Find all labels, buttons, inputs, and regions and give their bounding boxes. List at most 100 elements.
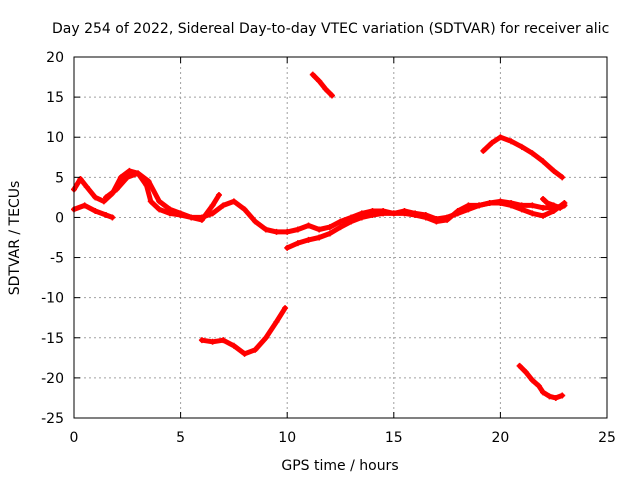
data-point xyxy=(166,206,173,213)
data-point xyxy=(284,228,291,235)
data-point xyxy=(465,202,472,209)
y-tick-label: -20 xyxy=(41,371,64,387)
data-point xyxy=(156,198,163,205)
data-point xyxy=(156,206,163,213)
data-point xyxy=(540,212,547,219)
data-point xyxy=(294,240,301,247)
series-arc-e xyxy=(310,72,335,98)
data-point xyxy=(230,198,237,205)
data-point xyxy=(401,210,408,217)
data-point xyxy=(488,139,495,146)
data-point xyxy=(550,202,557,209)
data-point xyxy=(559,392,566,399)
data-point xyxy=(529,150,536,157)
data-point xyxy=(550,167,557,174)
data-point xyxy=(518,206,525,213)
data-point xyxy=(529,210,536,217)
data-point xyxy=(540,195,547,202)
data-point xyxy=(117,174,124,181)
data-point xyxy=(316,226,323,233)
data-point xyxy=(273,228,280,235)
data-point xyxy=(198,337,205,344)
data-point xyxy=(252,346,259,353)
data-point xyxy=(188,214,195,221)
data-point xyxy=(262,334,269,341)
data-point xyxy=(262,226,269,233)
data-point xyxy=(230,342,237,349)
data-point xyxy=(294,226,301,233)
data-point xyxy=(92,194,99,201)
data-point xyxy=(540,158,547,165)
x-tick-label: 25 xyxy=(598,430,616,446)
data-point xyxy=(337,218,344,225)
data-point xyxy=(422,214,429,221)
data-point xyxy=(100,198,107,205)
data-point xyxy=(209,338,216,345)
y-tick-label: -10 xyxy=(41,291,64,307)
axis-ticks: 0 5 10 15 20 25 -25 -20 -15 -10 -5 0 5 10 15 20 xyxy=(41,50,616,446)
data-point xyxy=(83,183,90,190)
data-point xyxy=(241,350,248,357)
data-point xyxy=(215,191,222,198)
data-point xyxy=(497,200,504,207)
data-point xyxy=(305,222,312,229)
data-point xyxy=(516,362,523,369)
data-point xyxy=(559,174,566,181)
series-arc-g xyxy=(480,134,565,180)
data-point xyxy=(316,78,323,85)
data-point xyxy=(322,86,329,93)
data-point xyxy=(309,71,316,78)
data-point xyxy=(561,202,568,209)
data-point xyxy=(124,174,131,181)
data-point xyxy=(412,212,419,219)
data-point xyxy=(328,92,335,99)
data-point xyxy=(518,143,525,150)
data-point xyxy=(282,305,289,312)
x-tick-label: 15 xyxy=(385,430,403,446)
y-tick-label: 5 xyxy=(55,170,64,186)
data-point xyxy=(109,214,116,221)
data-point xyxy=(552,394,559,401)
chart-title: Day 254 of 2022, Sidereal Day-to-day VTE… xyxy=(52,21,609,37)
data-point xyxy=(497,134,504,141)
y-tick-label: -5 xyxy=(50,251,64,267)
plot-frame xyxy=(73,56,608,419)
data-point xyxy=(209,210,216,217)
data-point xyxy=(390,210,397,217)
data-point xyxy=(145,178,152,185)
data-point xyxy=(529,377,536,384)
data-point xyxy=(102,194,109,201)
x-tick-label: 0 xyxy=(70,430,79,446)
data-point xyxy=(326,224,333,231)
data-point xyxy=(480,147,487,154)
data-point xyxy=(209,202,216,209)
data-point xyxy=(444,216,451,223)
data-point xyxy=(326,230,333,237)
y-tick-label: 20 xyxy=(46,50,64,66)
y-tick-label: 15 xyxy=(46,90,64,106)
data-point xyxy=(476,202,483,209)
data-point xyxy=(348,218,355,225)
data-point xyxy=(540,389,547,396)
data-series xyxy=(71,71,568,401)
data-point xyxy=(126,167,133,174)
data-point xyxy=(102,212,109,219)
data-point xyxy=(220,202,227,209)
data-point xyxy=(147,198,154,205)
data-point xyxy=(540,204,547,211)
y-tick-label: 10 xyxy=(46,130,64,146)
data-point xyxy=(92,208,99,215)
series-arc-f xyxy=(199,305,288,357)
y-tick-label: -15 xyxy=(41,331,64,347)
data-point xyxy=(380,210,387,217)
data-point xyxy=(177,210,184,217)
data-point xyxy=(508,202,515,209)
data-point xyxy=(113,186,120,193)
data-point xyxy=(529,202,536,209)
data-point xyxy=(369,212,376,219)
x-axis-label: GPS time / hours xyxy=(281,458,398,474)
data-point xyxy=(305,236,312,243)
data-point xyxy=(535,382,542,389)
data-point xyxy=(358,214,365,221)
data-point xyxy=(546,393,553,400)
